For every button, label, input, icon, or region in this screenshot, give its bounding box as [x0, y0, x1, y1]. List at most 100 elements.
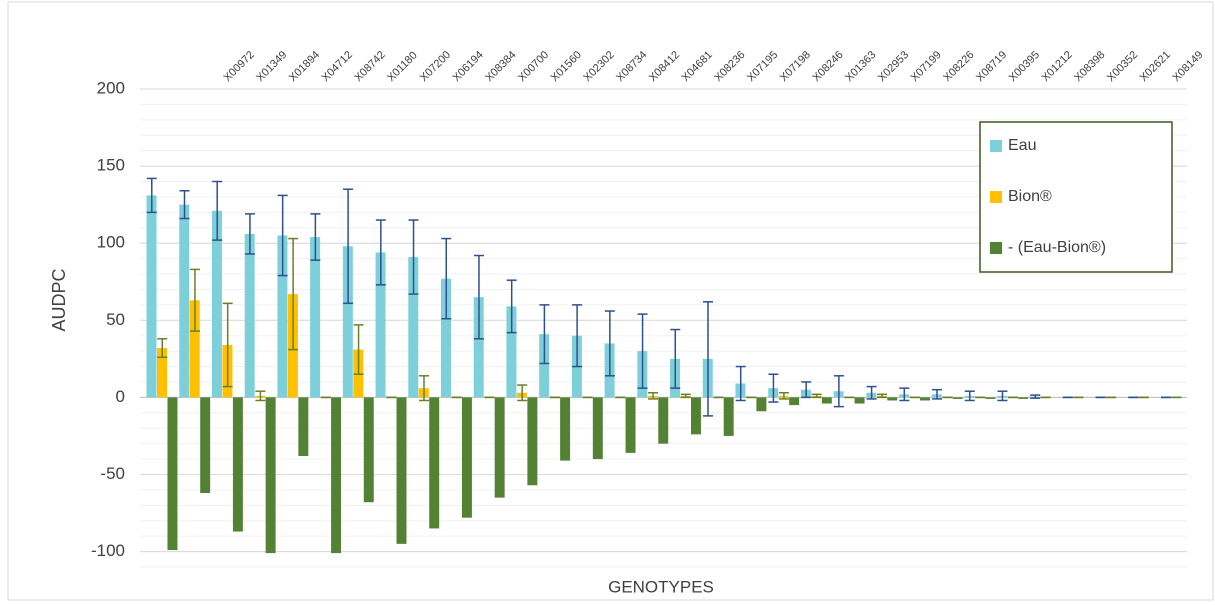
- bar: [429, 397, 440, 529]
- error-bar: [648, 392, 659, 400]
- error-bar: [637, 313, 648, 389]
- bar: [408, 257, 419, 398]
- legend-label: Eau: [1008, 137, 1036, 154]
- error-bar: [964, 390, 975, 402]
- bar: [200, 397, 211, 493]
- error-bar: [157, 338, 168, 359]
- bar: [952, 397, 963, 399]
- legend-label: Bion®: [1008, 188, 1052, 205]
- bar: [920, 397, 930, 401]
- bar: [265, 397, 276, 554]
- bar: [506, 306, 517, 398]
- y-tick-label: 50: [106, 310, 125, 329]
- error-bar: [189, 268, 200, 332]
- bar: [331, 397, 342, 554]
- y-tick-label: -50: [100, 464, 125, 483]
- error-bar: [811, 393, 822, 399]
- bar: [1018, 397, 1029, 399]
- bar: [310, 237, 321, 398]
- legend-swatch: [990, 191, 1002, 203]
- bar: [375, 252, 386, 398]
- bar: [854, 397, 865, 404]
- error-bar: [179, 190, 190, 220]
- bar: [211, 210, 222, 398]
- bar: [298, 397, 309, 456]
- error-bar: [277, 194, 288, 277]
- error-bar: [441, 237, 452, 320]
- bar: [342, 246, 353, 398]
- error-bar: [1030, 394, 1041, 399]
- y-tick-label: 100: [97, 233, 125, 252]
- y-tick-label: 150: [97, 156, 125, 175]
- bar: [396, 397, 407, 544]
- legend-swatch: [990, 242, 1002, 254]
- y-tick-label: -100: [91, 541, 125, 560]
- error-bar: [899, 387, 910, 402]
- x-axis-label: GENOTYPES: [608, 577, 714, 596]
- error-bar: [877, 393, 888, 399]
- error-bar: [517, 384, 528, 402]
- error-bar: [244, 213, 255, 255]
- bar: [592, 397, 603, 460]
- error-bar: [833, 375, 844, 408]
- error-bar: [604, 310, 615, 377]
- bar: [756, 397, 767, 412]
- bar: [363, 397, 374, 503]
- bar: [244, 233, 255, 398]
- error-bar: [801, 381, 812, 399]
- error-bar: [418, 375, 429, 402]
- error-bar: [670, 328, 681, 389]
- error-bar: [473, 254, 484, 340]
- error-bar: [408, 219, 419, 295]
- bar: [157, 348, 167, 398]
- error-bar: [343, 188, 354, 305]
- error-bar: [997, 390, 1008, 402]
- legend-swatch: [990, 140, 1002, 152]
- bar: [277, 235, 288, 398]
- bar: [441, 278, 451, 398]
- error-bar: [539, 304, 550, 365]
- bar: [473, 297, 484, 398]
- y-tick-label: 0: [116, 387, 125, 406]
- bar: [189, 300, 200, 398]
- y-tick-label: 200: [97, 78, 125, 97]
- bar: [146, 195, 157, 398]
- error-bar: [680, 393, 691, 399]
- bar: [461, 397, 472, 518]
- bar: [539, 334, 550, 398]
- bar: [985, 397, 996, 399]
- error-bar: [735, 365, 746, 402]
- chart-border: [7, 1, 1214, 601]
- bar: [232, 397, 243, 532]
- bar: [723, 397, 734, 436]
- error-bar: [222, 302, 233, 388]
- bar: [789, 397, 800, 406]
- bar: [625, 397, 636, 453]
- bar: [527, 397, 538, 486]
- error-bar: [932, 388, 943, 400]
- bar: [494, 397, 505, 498]
- bar: [167, 397, 178, 551]
- legend-box: [979, 121, 1173, 273]
- error-bar: [353, 324, 364, 376]
- bar: [560, 397, 571, 461]
- error-bar: [146, 177, 157, 214]
- error-bar: [212, 180, 223, 241]
- error-bar: [255, 390, 266, 402]
- bar: [658, 397, 669, 444]
- error-bar: [702, 301, 713, 417]
- bar: [690, 397, 701, 435]
- error-bar: [866, 385, 877, 400]
- legend-label: - (Eau-Bion®): [1008, 239, 1106, 256]
- error-bar: [375, 219, 386, 286]
- bar: [887, 397, 898, 401]
- error-bar: [310, 213, 321, 261]
- error-bar: [506, 279, 517, 334]
- error-bar: [778, 392, 789, 400]
- error-bar: [768, 373, 779, 403]
- y-axis-label: AUDPC: [49, 268, 69, 331]
- bar: [821, 397, 832, 404]
- error-bar: [288, 237, 299, 351]
- bar: [179, 204, 190, 398]
